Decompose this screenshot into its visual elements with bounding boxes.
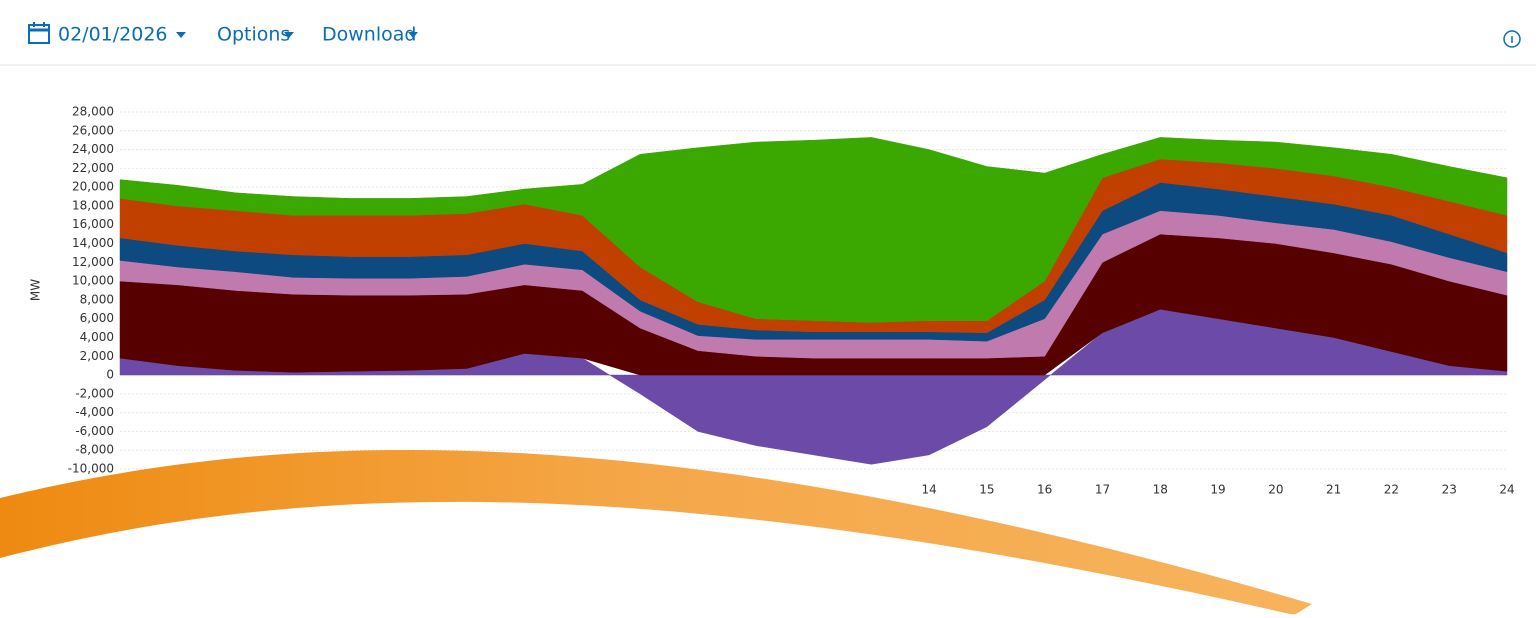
y-axis-title: MW [29,279,43,301]
area-series [119,309,1508,465]
dropdown-arrow [284,32,294,38]
y-tick-label: 2,000 [80,349,114,363]
y-tick-label: -2,000 [75,386,114,400]
y-tick-label: 18,000 [72,198,114,212]
y-tick-label: -4,000 [75,405,114,419]
y-tick-label: 10,000 [72,274,114,288]
x-tick-label: 22 [1384,483,1399,497]
decorative-arc [0,450,1312,614]
y-tick-label: 4,000 [80,330,114,344]
y-tick-label: 14,000 [72,236,114,250]
y-tick-label: 24,000 [72,142,114,156]
x-tick-label: 19 [1210,483,1225,497]
download-menu[interactable]: Download [322,24,416,46]
y-tick-label: 20,000 [72,180,114,194]
x-tick-label: 17 [1095,483,1110,497]
x-tick-label: 23 [1442,483,1457,497]
x-tick-label: 21 [1326,483,1341,497]
y-tick-label: -8,000 [75,443,114,457]
x-tick-label: 24 [1499,483,1514,497]
x-tick-label: 16 [1037,483,1052,497]
dropdown-arrow [408,32,418,38]
y-tick-label: 8,000 [80,292,114,306]
y-tick-label: 12,000 [72,255,114,269]
date-picker[interactable]: 02/01/2026 [58,24,168,46]
x-tick-label: 18 [1153,483,1168,497]
y-tick-label: 6,000 [80,311,114,325]
y-tick-label: -10,000 [68,462,114,476]
y-tick-label: 28,000 [72,105,114,119]
x-tick-label: 15 [979,483,994,497]
y-tick-label: -6,000 [75,424,114,438]
area-series [119,137,1508,323]
y-tick-label: 22,000 [72,161,114,175]
y-tick-label: 16,000 [72,217,114,231]
options-menu[interactable]: Options [217,24,290,46]
y-tick-label: 26,000 [72,123,114,137]
y-tick-label: 0 [106,368,114,382]
info-icon[interactable] [1503,30,1521,48]
dropdown-arrow [176,32,186,38]
calendar-icon[interactable] [28,22,50,44]
toolbar [0,0,1536,65]
plot-area: -10,000 -8,000 -6,000 -4,000 -2,000 0 2,000 4,0… [68,105,1515,497]
x-tick-label: 20 [1268,483,1283,497]
x-tick-label: 14 [921,483,936,497]
